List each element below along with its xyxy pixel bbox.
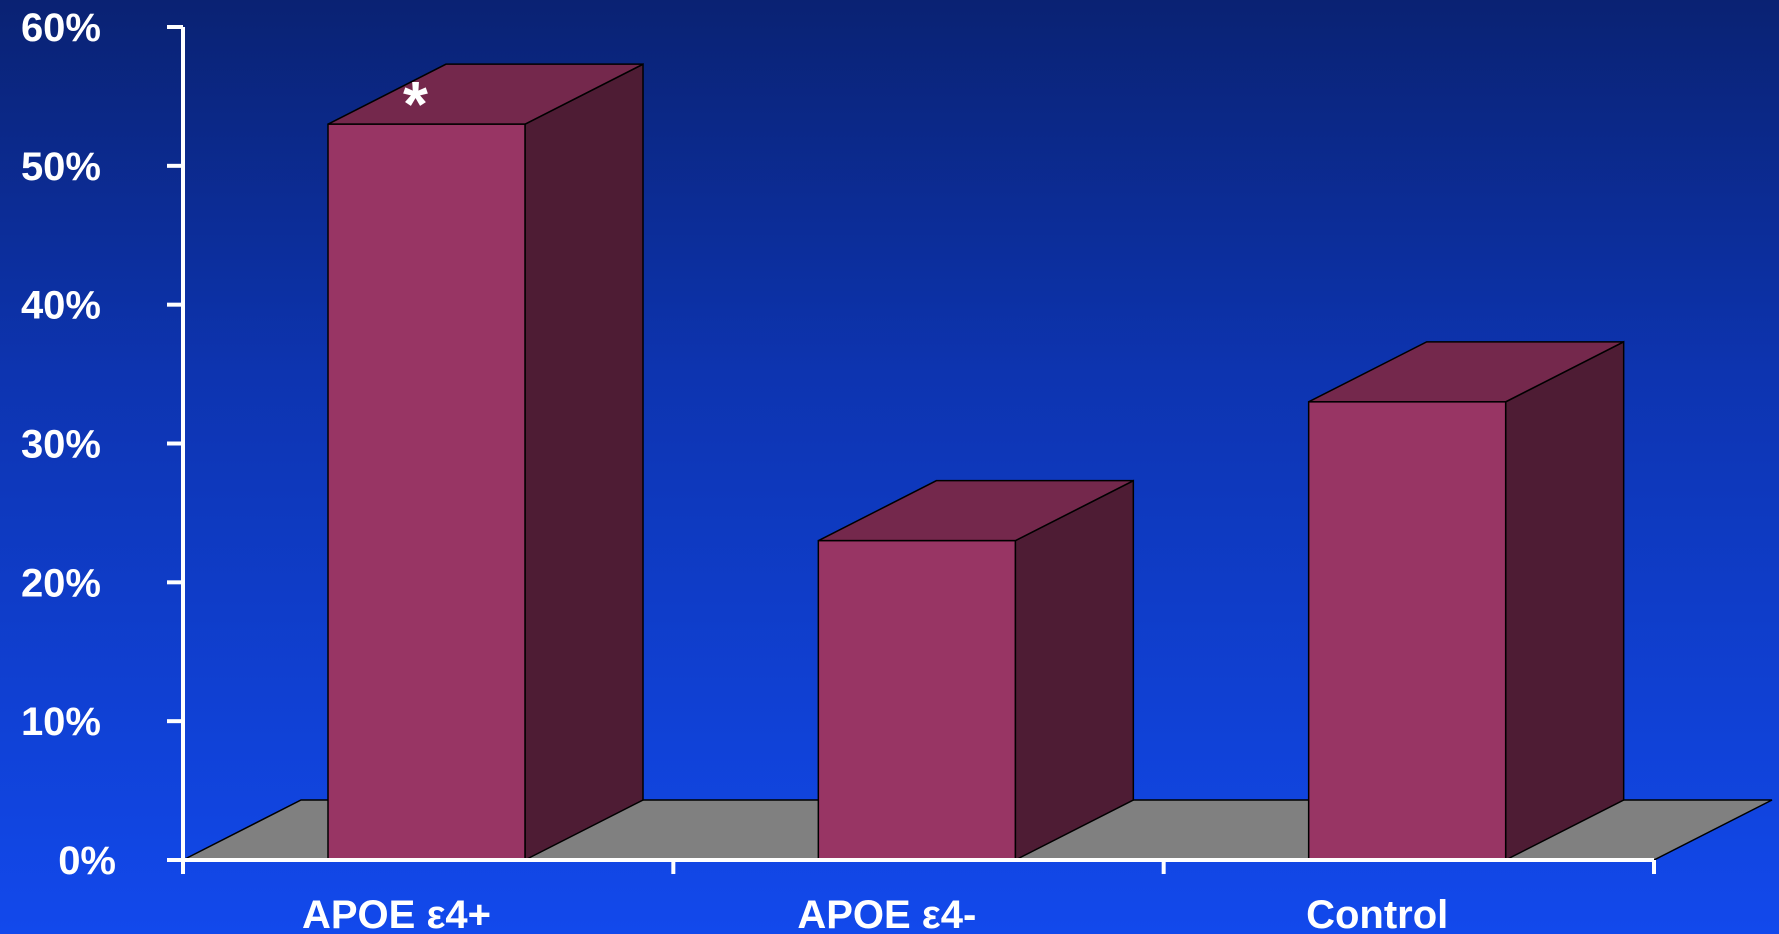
bar-2 (817, 479, 1135, 862)
y-tick-label: 0% (58, 839, 116, 883)
bars (327, 62, 1625, 862)
y-tick-label: 20% (21, 561, 101, 605)
bar-3 (1307, 340, 1625, 862)
bar-front (817, 539, 1017, 861)
significance-asterisk: * (403, 68, 428, 140)
x-tick-label: APOE ε4+ (302, 893, 491, 934)
bar-side (1014, 479, 1135, 862)
y-tick-label: 10% (21, 700, 101, 744)
bar-front (1307, 401, 1507, 861)
y-tick-label: 60% (21, 6, 101, 50)
y-ticks: 0% 10% 20% 30% 40% 50% 60% (21, 6, 183, 883)
bar-side (1504, 340, 1625, 862)
y-tick-label: 40% (21, 284, 101, 328)
y-tick-label: 50% (21, 145, 101, 189)
bar-1 (327, 62, 644, 862)
annotations: * (403, 68, 428, 140)
bar-side (524, 62, 644, 862)
x-tick-label: APOE ε4- (797, 893, 976, 934)
x-ticks: APOE ε4+ APOE ε4- Control (181, 860, 1656, 934)
y-tick-label: 30% (21, 423, 101, 467)
bar-front (327, 123, 526, 861)
x-tick-label: Control (1306, 893, 1448, 934)
